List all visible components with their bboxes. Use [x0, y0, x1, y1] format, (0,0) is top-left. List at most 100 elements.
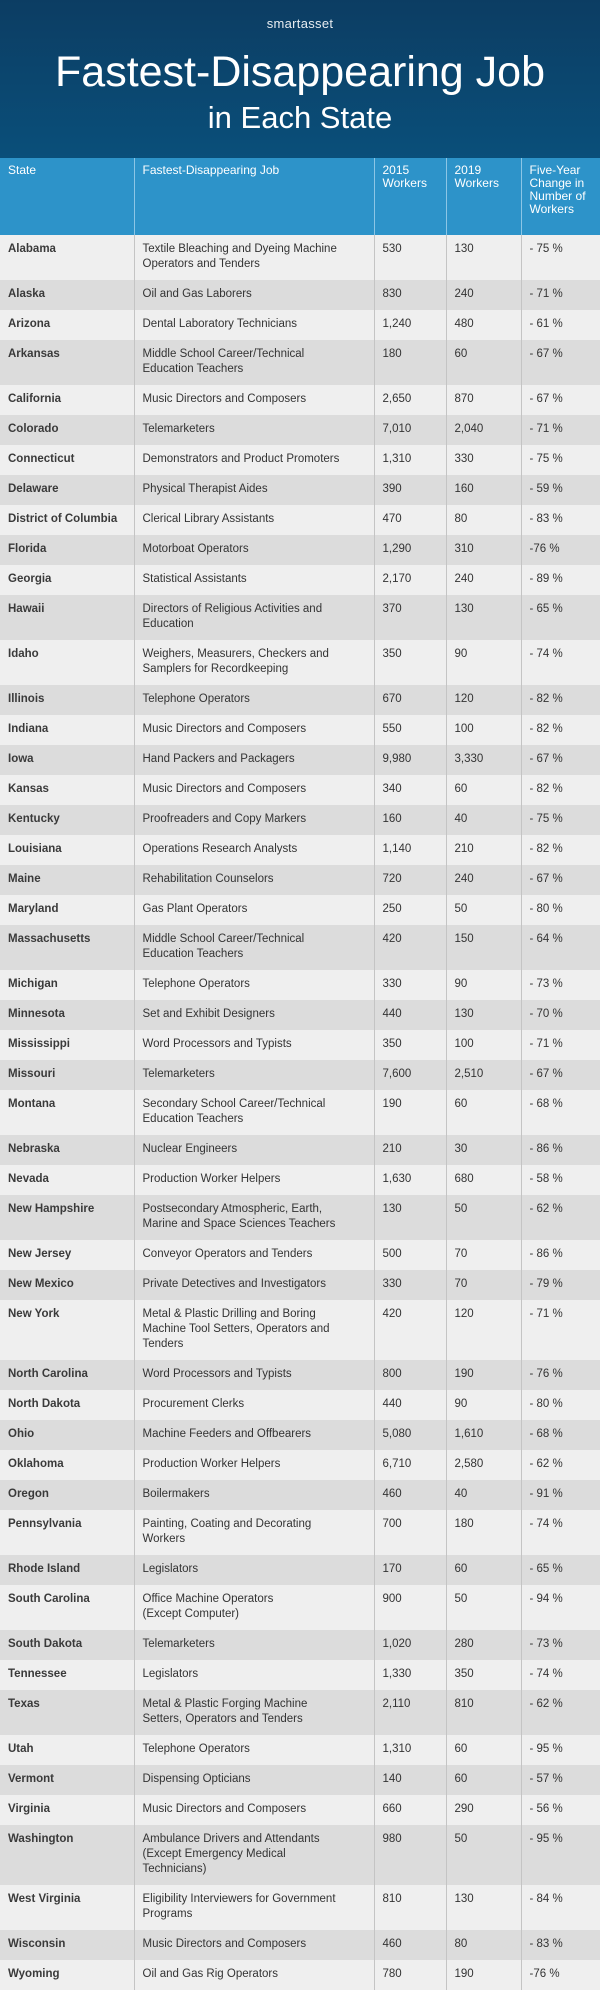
job-line: Music Directors and Composers — [142, 723, 307, 735]
state: Vermont — [0, 1765, 134, 1795]
table-row: Florida Motorboat Operators 1,290 310 -76 % — [0, 535, 600, 565]
subtitle: in Each State — [207, 100, 393, 135]
workers-2019: 70 — [445, 1240, 521, 1270]
table-row: Alabama Textile Bleaching and Dyeing Mach… — [0, 235, 600, 280]
job-line: Telephone Operators — [142, 1743, 250, 1755]
job-line: Workers — [142, 1533, 186, 1545]
job-line: Weighers, Measurers, Checkers and — [142, 648, 329, 660]
state: Maine — [0, 865, 134, 895]
change: - 89 % — [520, 565, 600, 595]
job-line: Music Directors and Composers — [142, 1803, 307, 1815]
job: Rehabilitation Counselors — [133, 865, 374, 895]
change: - 95 % — [520, 1825, 600, 1885]
table-row: Michigan Telephone Operators 330 90- 73 % — [0, 970, 600, 1000]
workers-2019: 280 — [445, 1630, 521, 1660]
workers-2019: 290 — [445, 1795, 521, 1825]
change: - 59 % — [520, 475, 600, 505]
workers-2019: 330 — [445, 445, 521, 475]
table-row: Maryland Gas Plant Operators 250 50- 80 % — [0, 895, 600, 925]
state: Oregon — [0, 1480, 134, 1510]
workers-2019: 240 — [445, 565, 521, 595]
title: Fastest-Disappearing Job — [55, 48, 545, 96]
job-line: Demonstrators and Product Promoters — [142, 453, 340, 465]
job: Private Detectives and Investigators — [133, 1270, 374, 1300]
state: North Dakota — [0, 1390, 134, 1420]
workers-2015: 2,170 — [373, 565, 446, 595]
workers-2019: 240 — [445, 865, 521, 895]
workers-2015: 1,240 — [373, 310, 446, 340]
job-line: Telephone Operators — [142, 978, 250, 990]
table-row: Oklahoma Production Worker Helpers 6,710 2,… — [0, 1450, 600, 1480]
workers-2019: 210 — [445, 835, 521, 865]
change: - 56 % — [520, 1795, 600, 1825]
job-line: Rehabilitation Counselors — [142, 873, 274, 885]
column-header: 2015 Workers — [373, 158, 446, 235]
state: West Virginia — [0, 1885, 134, 1930]
workers-2019: 810 — [445, 1690, 521, 1735]
state: New Jersey — [0, 1240, 134, 1270]
change: - 75 % — [520, 445, 600, 475]
workers-2015: 720 — [373, 865, 446, 895]
change: - 76 % — [520, 1360, 600, 1390]
table-row: Texas Metal & Plastic Forging Machine Sett… — [0, 1690, 600, 1735]
table-row: California Music Directors and Composers 2… — [0, 385, 600, 415]
change: - 82 % — [520, 835, 600, 865]
state: Utah — [0, 1735, 134, 1765]
table-row: Washington Ambulance Drivers and Attendan… — [0, 1825, 600, 1885]
workers-2015: 900 — [373, 1585, 446, 1630]
table-row: Virginia Music Directors and Composers 660… — [0, 1795, 600, 1825]
state: Virginia — [0, 1795, 134, 1825]
job-line: Machine Feeders and Offbearers — [142, 1428, 312, 1440]
state: Massachusetts — [0, 925, 134, 970]
job-line: Setters, Operators and Tenders — [142, 1713, 303, 1725]
job-line: Metal & Plastic Forging Machine — [142, 1698, 308, 1710]
job: Telemarketers — [133, 1630, 374, 1660]
job: Clerical Library Assistants — [133, 505, 374, 535]
workers-2015: 130 — [373, 1195, 446, 1240]
job: Middle School Career/Technical Education … — [133, 340, 374, 385]
job-line: Marine and Space Sciences Teachers — [142, 1218, 336, 1230]
workers-2015: 250 — [373, 895, 446, 925]
state: Maryland — [0, 895, 134, 925]
workers-2019: 90 — [445, 640, 521, 685]
table-row: Kentucky Proofreaders and Copy Markers 160… — [0, 805, 600, 835]
state: Pennsylvania — [0, 1510, 134, 1555]
workers-2015: 6,710 — [373, 1450, 446, 1480]
job-line: Education Teachers — [142, 1113, 244, 1125]
state: Arizona — [0, 310, 134, 340]
job: Boilermakers — [133, 1480, 374, 1510]
job: Music Directors and Composers — [133, 1795, 374, 1825]
job: Ambulance Drivers and Attendants (Except … — [133, 1825, 374, 1885]
state: Oklahoma — [0, 1450, 134, 1480]
job: Painting, Coating and Decorating Workers — [133, 1510, 374, 1555]
job-line: Metal & Plastic Drilling and Boring — [142, 1308, 316, 1320]
job-line: Legislators — [142, 1668, 199, 1680]
workers-2019: 2,580 — [445, 1450, 521, 1480]
header-line: Fastest-Disappearing Job — [142, 163, 280, 177]
change: - 86 % — [520, 1135, 600, 1165]
table-row: South Carolina Office Machine Operators (E… — [0, 1585, 600, 1630]
change: - 91 % — [520, 1480, 600, 1510]
workers-2019: 2,040 — [445, 415, 521, 445]
change: - 82 % — [520, 685, 600, 715]
state: South Carolina — [0, 1585, 134, 1630]
state: Missouri — [0, 1060, 134, 1090]
workers-2015: 160 — [373, 805, 446, 835]
change: - 79 % — [520, 1270, 600, 1300]
workers-2015: 670 — [373, 685, 446, 715]
workers-2019: 80 — [445, 505, 521, 535]
state: Illinois — [0, 685, 134, 715]
job: Demonstrators and Product Promoters — [133, 445, 374, 475]
workers-2015: 340 — [373, 775, 446, 805]
change: - 80 % — [520, 895, 600, 925]
table-row: District of Columbia Clerical Library Ass… — [0, 505, 600, 535]
workers-2019: 870 — [445, 385, 521, 415]
workers-2019: 40 — [445, 805, 521, 835]
state: Minnesota — [0, 1000, 134, 1030]
workers-2015: 2,650 — [373, 385, 446, 415]
state: District of Columbia — [0, 505, 134, 535]
state: Iowa — [0, 745, 134, 775]
change: - 71 % — [520, 1030, 600, 1060]
job: Metal & Plastic Forging Machine Setters, … — [133, 1690, 374, 1735]
workers-2019: 130 — [445, 1885, 521, 1930]
